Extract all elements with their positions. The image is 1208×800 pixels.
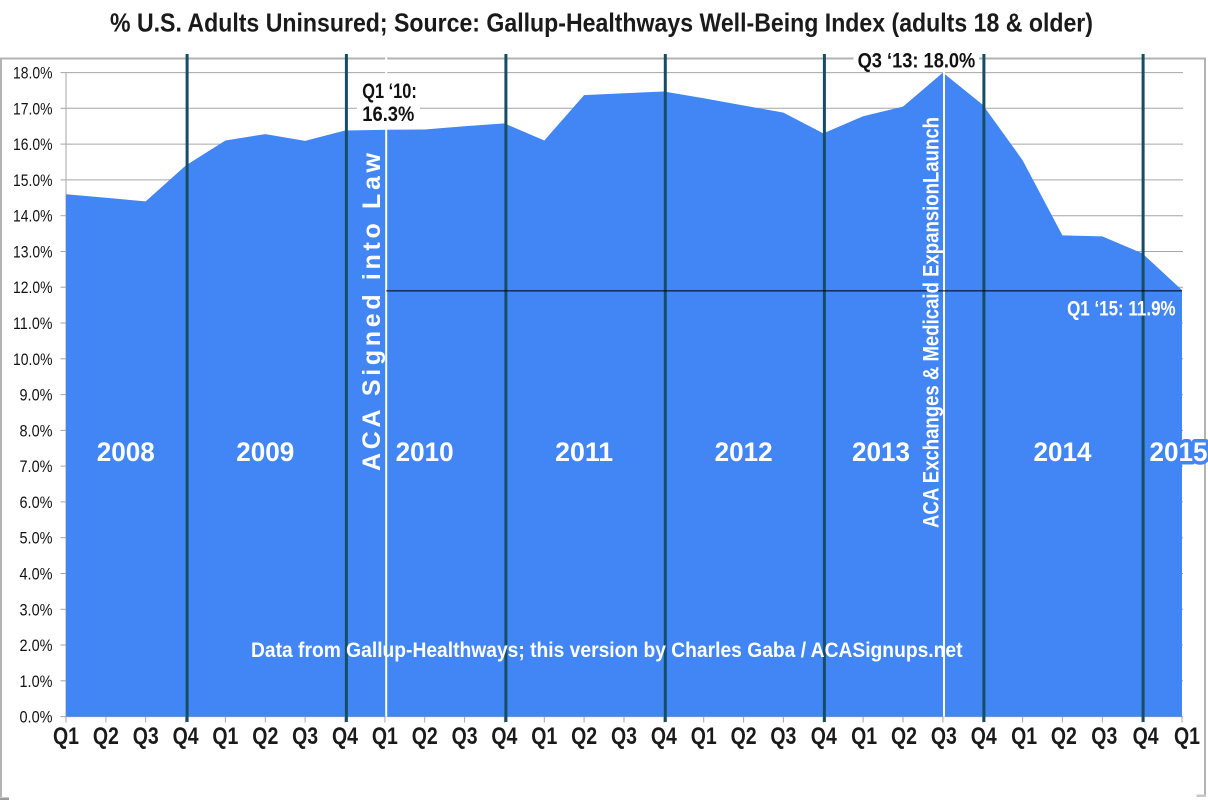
svg-text:13.0%: 13.0% (13, 243, 53, 262)
svg-text:Q2: Q2 (731, 723, 757, 750)
svg-text:8.0%: 8.0% (20, 421, 53, 440)
svg-text:Q4: Q4 (332, 723, 359, 750)
svg-text:Q3: Q3 (292, 723, 318, 750)
svg-text:Q2: Q2 (93, 723, 119, 750)
svg-text:Q3: Q3 (770, 723, 796, 750)
svg-text:Q1 ‘10:: Q1 ‘10: (362, 79, 417, 103)
svg-text:1.0%: 1.0% (20, 672, 53, 691)
svg-text:4.0%: 4.0% (20, 565, 53, 584)
svg-text:0.0%: 0.0% (20, 708, 53, 727)
svg-text:Q4: Q4 (811, 723, 838, 750)
svg-text:% U.S. Adults Uninsured; Sourc: % U.S. Adults Uninsured; Source: Gallup-… (110, 8, 1093, 38)
svg-text:12.0%: 12.0% (13, 278, 53, 297)
svg-text:17.0%: 17.0% (13, 99, 53, 118)
svg-text:Q1: Q1 (851, 723, 877, 750)
svg-text:2008: 2008 (97, 437, 155, 467)
svg-text:11.0%: 11.0% (13, 314, 53, 333)
svg-text:Q4: Q4 (173, 723, 200, 750)
svg-text:Q4: Q4 (1133, 723, 1160, 750)
svg-text:Q3: Q3 (452, 723, 478, 750)
svg-text:Q3: Q3 (931, 723, 957, 750)
svg-text:Q1: Q1 (1174, 723, 1200, 750)
svg-text:Q1: Q1 (1011, 723, 1037, 750)
svg-text:ACA Exchanges & Medicaid Expan: ACA Exchanges & Medicaid ExpansionLaunch (919, 117, 944, 528)
svg-text:Q3: Q3 (133, 723, 159, 750)
svg-text:16.0%: 16.0% (13, 135, 53, 154)
svg-text:2011: 2011 (555, 437, 613, 467)
svg-text:Q2: Q2 (252, 723, 278, 750)
svg-text:6.0%: 6.0% (20, 493, 53, 512)
svg-text:Q3: Q3 (1091, 723, 1117, 750)
svg-text:Q1: Q1 (212, 723, 238, 750)
svg-text:Q1 ‘15: 11.9%: Q1 ‘15: 11.9% (1067, 297, 1176, 321)
svg-text:7.0%: 7.0% (20, 457, 53, 476)
svg-text:14.0%: 14.0% (13, 207, 53, 226)
svg-text:2014: 2014 (1034, 437, 1092, 467)
svg-text:2.0%: 2.0% (20, 636, 53, 655)
svg-text:2013: 2013 (852, 437, 910, 467)
svg-text:18.0%: 18.0% (13, 64, 53, 83)
svg-text:3.0%: 3.0% (20, 600, 53, 619)
svg-text:15.0%: 15.0% (13, 171, 53, 190)
svg-text:Q1: Q1 (691, 723, 717, 750)
svg-text:Q1: Q1 (372, 723, 398, 750)
svg-text:16.3%: 16.3% (362, 102, 414, 126)
svg-text:5.0%: 5.0% (20, 529, 53, 548)
svg-text:Q2: Q2 (891, 723, 917, 750)
svg-text:Data from Gallup-Healthways; t: Data from Gallup-Healthways; this versio… (251, 638, 963, 662)
svg-text:Q4: Q4 (971, 723, 998, 750)
svg-text:2012: 2012 (715, 437, 773, 467)
svg-text:2015: 2015 (1150, 437, 1208, 467)
svg-text:Q4: Q4 (651, 723, 678, 750)
svg-text:9.0%: 9.0% (20, 386, 53, 405)
svg-text:2009: 2009 (236, 437, 294, 467)
svg-text:Q1: Q1 (531, 723, 557, 750)
svg-text:Q2: Q2 (1051, 723, 1077, 750)
svg-text:2010: 2010 (396, 437, 454, 467)
svg-text:10.0%: 10.0% (13, 350, 53, 369)
svg-text:Q2: Q2 (412, 723, 438, 750)
svg-text:Q2: Q2 (571, 723, 597, 750)
svg-text:Q4: Q4 (491, 723, 518, 750)
svg-text:Q3: Q3 (611, 723, 637, 750)
svg-text:Q3 ‘13: 18.0%: Q3 ‘13: 18.0% (858, 49, 976, 73)
svg-text:Q1: Q1 (53, 723, 79, 750)
